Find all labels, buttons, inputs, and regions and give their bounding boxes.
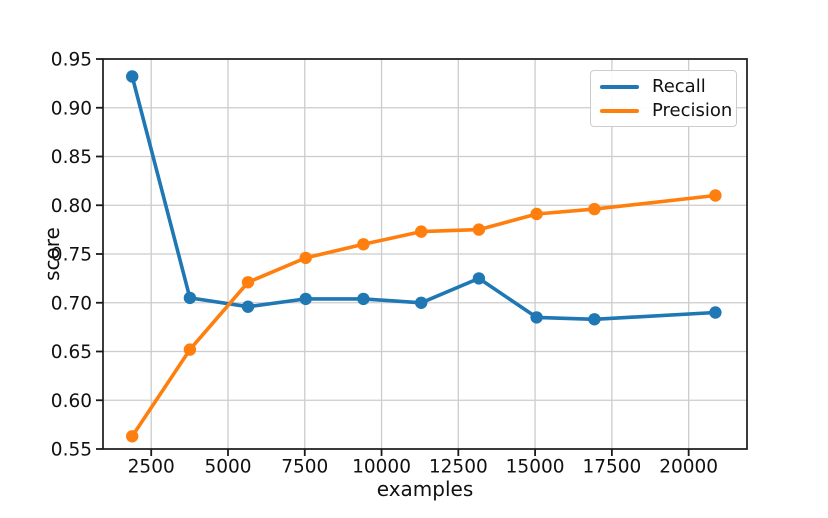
y-tick-label: 0.70 xyxy=(51,293,92,314)
x-tick-label: 12500 xyxy=(429,457,488,478)
precision-marker xyxy=(183,343,197,356)
precision-line xyxy=(130,193,718,439)
precision-legend-label: Precision xyxy=(652,100,733,121)
y-tick-label: 0.90 xyxy=(51,98,92,119)
x-tick-label: 5000 xyxy=(204,457,251,478)
legend: Recall Precision xyxy=(590,70,737,127)
recall-marker xyxy=(126,70,139,83)
recall-line-swatch xyxy=(600,84,639,89)
y-tick-label: 0.75 xyxy=(51,245,92,266)
recall-marker xyxy=(709,306,722,319)
recall-legend-label: Recall xyxy=(652,76,706,97)
plot-border xyxy=(102,58,748,450)
precision-marker xyxy=(709,189,722,202)
x-tick-label: 17500 xyxy=(582,457,641,478)
recall-marker xyxy=(530,311,543,324)
recall-marker xyxy=(183,291,197,305)
precision-line-swatch xyxy=(600,108,639,113)
recall-marker xyxy=(241,300,255,313)
recall-marker xyxy=(299,292,312,306)
recall-marker xyxy=(472,272,486,285)
precision-marker xyxy=(530,207,543,221)
precision-marker xyxy=(299,251,312,265)
recall-line xyxy=(130,74,718,322)
y-tick-label: 0.60 xyxy=(51,391,92,412)
precision-marker xyxy=(357,238,370,251)
y-tick-label: 0.95 xyxy=(51,50,92,71)
precision-marker xyxy=(415,225,428,238)
y-tick-label: 0.65 xyxy=(51,342,92,363)
y-axis-label: score xyxy=(40,227,64,281)
recall-marker xyxy=(415,296,428,309)
legend-item-recall: Recall xyxy=(600,76,730,97)
precision-marker xyxy=(588,202,601,216)
y-tick-label: 0.85 xyxy=(51,147,92,168)
x-tick-label: 15000 xyxy=(506,457,565,478)
x-tick-label: 7500 xyxy=(281,457,328,478)
precision-marker xyxy=(241,276,255,289)
y-tick-label: 0.55 xyxy=(51,440,92,461)
x-axis-label: examples xyxy=(376,477,474,501)
recall-marker xyxy=(357,292,370,306)
x-tick-label: 20000 xyxy=(659,457,718,478)
x-tick-label: 10000 xyxy=(352,457,411,478)
legend-item-precision: Precision xyxy=(600,100,733,121)
precision-marker xyxy=(472,223,486,236)
y-tick-label: 0.80 xyxy=(51,196,92,217)
precision-marker xyxy=(126,430,139,443)
recall-marker xyxy=(588,313,601,326)
x-tick-label: 2500 xyxy=(128,457,175,478)
